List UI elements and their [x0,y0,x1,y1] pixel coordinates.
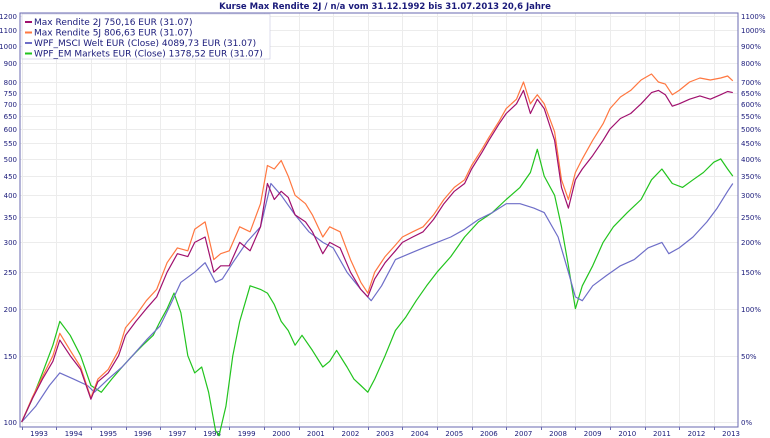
grid-layer [20,13,738,427]
y-tick-label-right: 600% [741,101,761,109]
series-line-2 [21,182,734,423]
x-tick-label: 1995 [99,430,117,438]
x-tick-label: 1996 [134,430,152,438]
y-tick-label-right: 800% [741,60,761,68]
x-tick-label: 1994 [65,430,83,438]
x-tick-label: 2003 [376,430,394,438]
plot-area [19,12,739,428]
legend: Max Rendite 2J 750,16 EUR (31.07)Max Ren… [21,13,271,60]
x-tick-label: 1997 [169,430,187,438]
series-layer [21,73,734,437]
x-tick-label: 2012 [688,430,706,438]
x-tick-label: 2010 [618,430,636,438]
y-tick-label-left: 400 [4,192,17,200]
x-tick-label: 2011 [653,430,671,438]
legend-box [21,13,271,60]
y-tick-label-right: 1100% [741,13,766,21]
y-tick-label-left: 600 [4,126,17,134]
y-tick-label-left: 750 [4,90,17,98]
y-tick-label-right: 650% [741,90,761,98]
x-axis: 1993 1994 1995 1996 1997 1998 1999 2000 2001 2002… [22,427,740,438]
y-tick-label-left: 1000 [0,43,17,51]
y-tick-label-right: 50% [741,353,757,361]
chart-title: Kurse Max Rendite 2J / n/a vom 31.12.199… [219,2,551,12]
x-tick-label: 1998 [203,430,221,438]
x-tick-label: 2007 [515,430,533,438]
y-tick-label-left: 900 [4,60,17,68]
series-line-3 [21,148,734,437]
y-tick-label-right: 500% [741,126,761,134]
y-tick-label-right: 100% [741,306,761,314]
x-tick-label: 2006 [480,430,498,438]
x-tick-label: 2013 [722,430,740,438]
y-tick-label-right: 200% [741,239,761,247]
x-tick-label: 2000 [272,430,290,438]
legend-label: Max Rendite 5J 806,63 EUR (31.07) [34,29,192,39]
y-tick-label-left: 800 [4,79,17,87]
y-tick-label-right: 150% [741,269,761,277]
y-tick-label-left: 300 [4,239,17,247]
y-tick-label-left: 100 [4,419,17,427]
y-tick-label-right: 250% [741,214,761,222]
x-tick-label: 2005 [445,430,463,438]
y-tick-label-right: 400% [741,156,761,164]
x-tick-label: 1993 [30,430,48,438]
legend-label: Max Rendite 2J 750,16 EUR (31.07) [34,18,192,28]
y-tick-label-right: 0% [741,419,752,427]
y-tick-label-left: 350 [4,214,17,222]
x-tick-label: 2004 [411,430,429,438]
y-tick-label-right: 1000% [741,27,766,35]
x-tick-label: 2008 [549,430,567,438]
y-tick-label-right: 350% [741,173,761,181]
y-tick-label-right: 900% [741,43,761,51]
y-tick-label-left: 150 [4,353,17,361]
right-y-axis: 0% 50% 100% 150% 200% 250% 300% 350% 400% 450% 500… [741,13,766,427]
x-tick-label: 2009 [584,430,602,438]
legend-label: WPF_MSCI Welt EUR (Close) 4089,73 EUR (3… [34,39,256,49]
x-tick-label: 2002 [342,430,360,438]
left-y-axis: 100 150 200 250 300 350 400 450 500 550 600 650 700 7… [0,13,17,427]
series-line-0 [21,89,733,423]
series-line-1 [21,73,734,423]
y-tick-label-left: 550 [4,140,17,148]
y-tick-label-left: 500 [4,156,17,164]
y-tick-label-right: 700% [741,79,761,87]
y-tick-label-left: 1100 [0,27,17,35]
y-tick-label-left: 700 [4,101,17,109]
x-tick-label: 2001 [307,430,325,438]
x-tick-label: 1999 [238,430,256,438]
y-tick-label-right: 450% [741,140,761,148]
y-tick-label-right: 300% [741,192,761,200]
y-tick-label-left: 650 [4,113,17,121]
y-tick-label-left: 450 [4,173,17,181]
y-tick-label-left: 250 [4,269,17,277]
legend-label: WPF_EM Markets EUR (Close) 1378,52 EUR (… [34,50,263,60]
y-tick-label-left: 1200 [0,13,17,21]
y-tick-label-right: 550% [741,113,761,121]
y-tick-label-left: 200 [4,306,17,314]
